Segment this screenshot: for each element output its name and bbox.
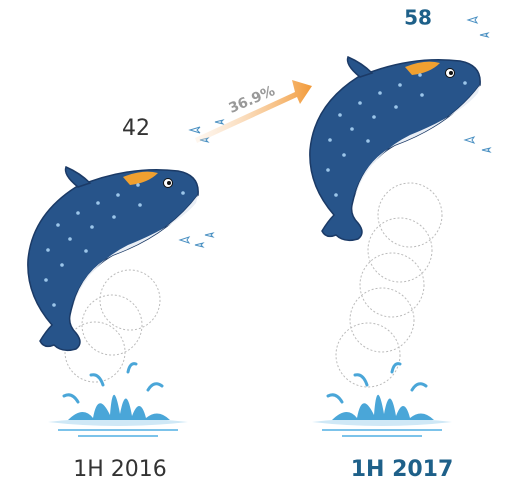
value-label: 58 <box>404 6 432 30</box>
whale-shape <box>28 167 198 350</box>
category-label: 1H 2016 <box>73 457 167 482</box>
chart: 421H 2016581H 201736.9% <box>0 0 506 488</box>
category-label: 1H 2017 <box>351 457 454 482</box>
whale <box>310 57 480 240</box>
value-label: 42 <box>122 116 150 141</box>
whale-shape <box>310 57 480 240</box>
whale <box>28 167 198 350</box>
